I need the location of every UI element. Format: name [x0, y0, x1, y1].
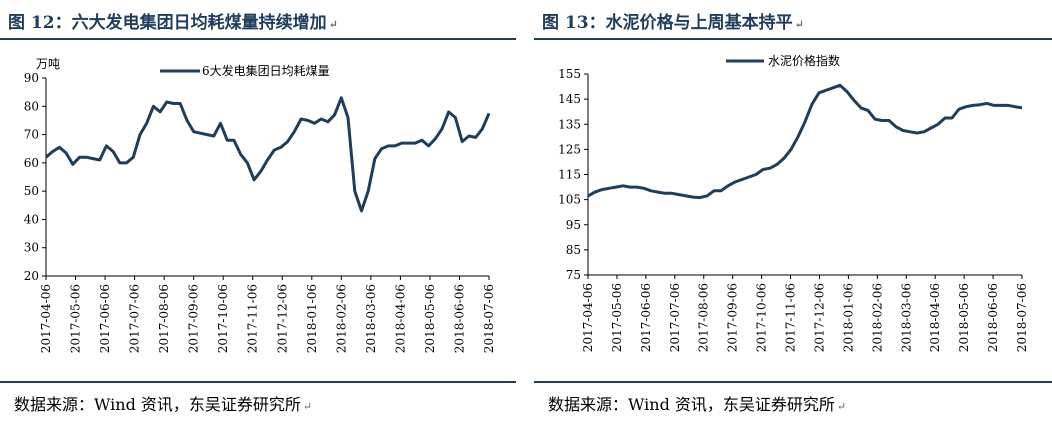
y-tick-label: 80 — [24, 99, 39, 113]
x-tick-label: 2017-07-06 — [668, 283, 682, 352]
x-tick-label: 2017-09-06 — [726, 283, 740, 352]
figure-title: 图 13：水泥价格与上周基本持平 ↵ — [542, 8, 804, 33]
x-tick-label: 2018-01-06 — [841, 283, 855, 352]
x-tick-label: 2018-07-06 — [1015, 283, 1029, 352]
y-tick-label: 75 — [566, 268, 581, 282]
y-tick-label: 135 — [558, 117, 581, 131]
x-tick-label: 2018-05-06 — [957, 283, 971, 352]
x-tick-label: 2017-11-06 — [784, 283, 798, 352]
x-tick-label: 2017-08-06 — [697, 283, 711, 352]
x-tick-label: 2017-07-06 — [128, 284, 142, 353]
y-tick-label: 70 — [24, 128, 39, 142]
y-tick-label: 115 — [558, 168, 581, 182]
x-tick-label: 2018-06-06 — [452, 284, 466, 353]
return-mark: ↵ — [794, 18, 804, 31]
title-rule — [534, 38, 1052, 40]
x-tick-label: 2017-04-06 — [39, 284, 53, 353]
x-tick-label: 2018-02-06 — [334, 284, 348, 353]
source-text: 数据来源：Wind 资讯，东吴证券研究所 — [548, 395, 835, 414]
x-tick-label: 2017-06-06 — [639, 283, 653, 352]
x-tick-label: 2018-03-06 — [364, 284, 378, 353]
figure-title: 图 12：六大发电集团日均耗煤量持续增加 ↵ — [8, 8, 338, 33]
series-line — [45, 96, 491, 213]
y-tick-label: 95 — [566, 218, 581, 232]
series-line — [587, 83, 1023, 200]
x-tick-label: 2018-06-06 — [986, 283, 1000, 352]
y-tick-label: 30 — [24, 241, 39, 255]
y-tick-label: 20 — [24, 269, 39, 283]
y-tick-label: 40 — [24, 212, 39, 226]
legend-label: 水泥价格指数 — [768, 53, 840, 68]
y-tick-label: 155 — [558, 67, 581, 81]
figure-12-panel: 图 12：六大发电集团日均耗煤量持续增加 ↵ 20 30 40 50 60 70 80 90 万吨… — [0, 0, 516, 432]
x-tick-label: 2018-04-06 — [928, 283, 942, 352]
figure-title-text: 图 13：水泥价格与上周基本持平 — [542, 13, 793, 33]
source-note: 数据来源：Wind 资讯，东吴证券研究所 ↵ — [548, 391, 846, 415]
y-tick-label: 90 — [24, 71, 39, 85]
y-unit-label: 万吨 — [36, 57, 60, 71]
x-tick-label: 2017-11-06 — [246, 284, 260, 353]
source-text: 数据来源：Wind 资讯，东吴证券研究所 — [14, 395, 301, 414]
legend-label: 6大发电集团日均耗煤量 — [202, 63, 330, 78]
y-tick-label: 125 — [558, 142, 581, 156]
x-tick-label: 2018-02-06 — [870, 283, 884, 352]
return-mark: ↵ — [328, 18, 338, 31]
y-tick-label: 85 — [566, 243, 581, 257]
x-tick-label: 2017-12-06 — [812, 283, 826, 352]
figure-13-panel: 图 13：水泥价格与上周基本持平 ↵ 75 85 95 105 115 125 135 145 1… — [534, 0, 1052, 432]
chart-area: 75 85 95 105 115 125 135 145 155 2017-04-06 2017-0… — [558, 53, 1029, 352]
y-tick-label: 60 — [24, 156, 39, 170]
return-mark: ↵ — [836, 400, 847, 413]
x-tick-label: 2018-01-06 — [305, 284, 319, 353]
x-tick-label: 2017-05-06 — [610, 283, 624, 352]
source-rule — [0, 381, 516, 383]
x-tick-label: 2018-03-06 — [899, 283, 913, 352]
return-mark: ↵ — [302, 400, 313, 413]
x-tick-label: 2017-10-06 — [755, 283, 769, 352]
x-tick-label: 2017-12-06 — [275, 284, 289, 353]
x-tick-label: 2017-10-06 — [216, 284, 230, 353]
x-tick-label: 2018-07-06 — [482, 284, 496, 353]
x-tick-label: 2018-04-06 — [393, 284, 407, 353]
title-rule — [0, 38, 516, 40]
x-tick-label: 2017-09-06 — [187, 284, 201, 353]
source-rule — [534, 381, 1052, 383]
x-tick-label: 2017-08-06 — [157, 284, 171, 353]
x-tick-label: 2017-04-06 — [581, 283, 595, 352]
x-tick-label: 2017-05-06 — [69, 284, 83, 353]
y-tick-label: 50 — [24, 184, 39, 198]
y-tick-label: 105 — [558, 193, 581, 207]
source-note: 数据来源：Wind 资讯，东吴证券研究所 ↵ — [14, 391, 312, 415]
x-tick-label: 2018-05-06 — [423, 284, 437, 353]
y-tick-label: 145 — [558, 92, 581, 106]
x-tick-label: 2017-06-06 — [98, 284, 112, 353]
figure-title-text: 图 12：六大发电集团日均耗煤量持续增加 — [8, 13, 327, 33]
